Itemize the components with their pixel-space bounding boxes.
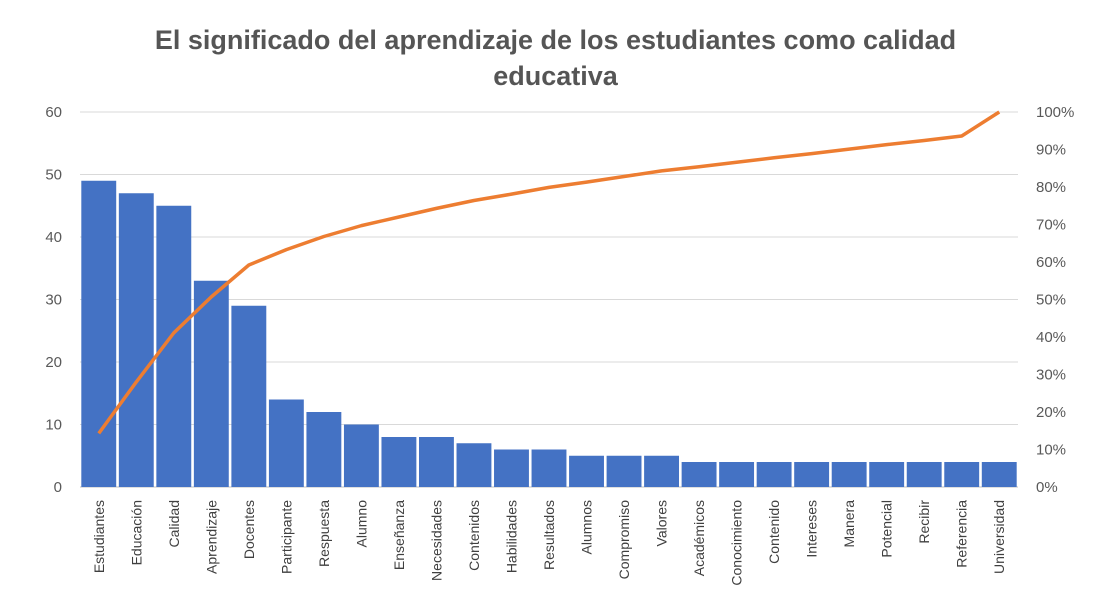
x-tick-label: Aprendizaje (203, 500, 219, 574)
chart-title-line-1: El significado del aprendizaje de los es… (154, 25, 957, 55)
bar (531, 449, 567, 487)
chart-title: El significado del aprendizaje de los es… (0, 22, 1111, 94)
bar (381, 437, 417, 487)
chart-title-line-2: educativa (493, 61, 618, 91)
x-tick-label: Académicos (691, 500, 707, 576)
bar (981, 462, 1017, 487)
bar (456, 443, 492, 487)
bar (794, 462, 830, 487)
bar (418, 437, 454, 487)
x-tick-label: Universidad (991, 500, 1007, 574)
y-right-tick-label: 40% (1036, 329, 1066, 346)
x-tick-label: Respuesta (316, 500, 332, 567)
bar (306, 412, 342, 487)
x-tick-label: Conocimiento (729, 500, 745, 586)
y-right-tick-label: 80% (1036, 179, 1066, 196)
x-tick-label: Docentes (241, 500, 257, 559)
y-left-tick-label: 0 (54, 479, 62, 496)
y-right-tick-label: 0% (1036, 479, 1058, 496)
bar (681, 462, 717, 487)
bar (831, 462, 867, 487)
y-left-tick-label: 20 (45, 354, 62, 371)
y-right-tick-label: 50% (1036, 292, 1066, 309)
x-tick-label: Contenido (766, 500, 782, 564)
x-tick-label: Contenidos (466, 500, 482, 571)
bar (644, 455, 680, 487)
y-left-tick-label: 50 (45, 167, 62, 184)
bar (719, 462, 755, 487)
bar (193, 280, 229, 487)
x-tick-label: Enseñanza (391, 500, 407, 570)
y-left-tick-label: 10 (45, 417, 62, 434)
x-tick-label: Alumnos (579, 500, 595, 554)
bar (343, 424, 379, 487)
bar (756, 462, 792, 487)
x-tick-label: Participante (278, 500, 294, 574)
y-left-tick-label: 40 (45, 229, 62, 246)
x-tick-label: Referencia (954, 500, 970, 568)
bar (944, 462, 980, 487)
y-right-tick-label: 20% (1036, 404, 1066, 421)
bar (81, 180, 117, 487)
bar (906, 462, 942, 487)
bar (869, 462, 905, 487)
x-tick-label: Compromiso (616, 500, 632, 580)
y-right-tick-label: 70% (1036, 217, 1066, 234)
y-right-tick-label: 30% (1036, 367, 1066, 384)
y-right-tick-label: 100% (1036, 104, 1074, 121)
x-tick-label: Calidad (166, 500, 182, 547)
x-tick-label: Resultados (541, 500, 557, 570)
x-tick-label: Manera (841, 500, 857, 548)
x-tick-label: Estudiantes (91, 500, 107, 573)
x-tick-label: Valores (654, 500, 670, 546)
y-left-tick-label: 60 (45, 104, 62, 121)
bar (606, 455, 642, 487)
x-tick-label: Intereses (804, 500, 820, 558)
x-tick-label: Recibir (916, 500, 932, 544)
x-tick-label: Potencial (879, 500, 895, 558)
x-tick-label: Alumno (353, 500, 369, 548)
bar (118, 193, 154, 487)
bar (569, 455, 604, 487)
y-right-tick-label: 10% (1036, 442, 1066, 459)
y-right-tick-label: 60% (1036, 254, 1066, 271)
x-tick-label: Educación (128, 500, 144, 565)
y-right-tick-label: 90% (1036, 142, 1066, 159)
bar (494, 449, 529, 487)
bar (231, 305, 267, 487)
bar (268, 399, 304, 487)
x-tick-label: Habilidades (503, 500, 519, 573)
x-tick-label: Necesidades (428, 500, 444, 581)
y-left-tick-label: 30 (45, 292, 62, 309)
